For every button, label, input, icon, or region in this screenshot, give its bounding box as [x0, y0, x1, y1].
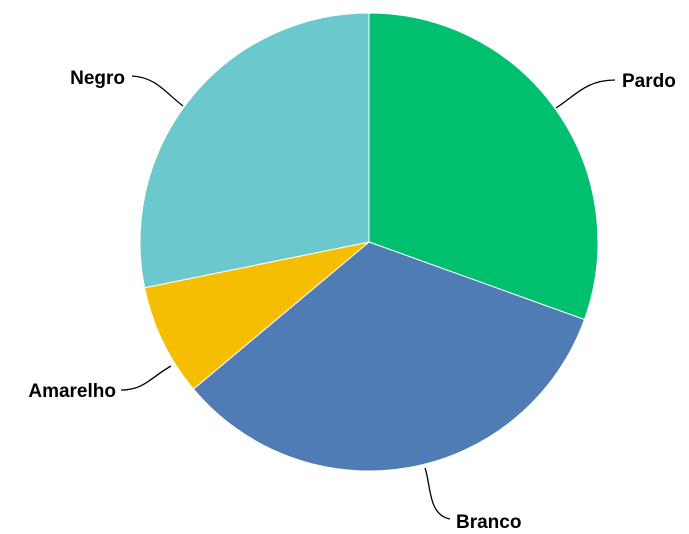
slice-labels: Pardo Branco Amarelho Negro	[28, 68, 676, 533]
slice-amarelho	[144, 241, 370, 390]
slice-label-pardo: Pardo	[622, 71, 676, 92]
slice-branco	[192, 241, 586, 472]
leader-line-pardo	[555, 79, 616, 109]
slice-negro	[139, 12, 370, 289]
leader-line-branco	[424, 467, 451, 520]
slice-label-amarelho: Amarelho	[28, 381, 116, 402]
leader-lines	[120, 75, 616, 520]
slice-label-branco: Branco	[456, 512, 521, 533]
leader-line-negro	[131, 75, 184, 107]
leader-line-amarelho	[120, 365, 172, 391]
pie-slices	[139, 12, 599, 472]
slice-label-negro: Negro	[70, 68, 125, 89]
slice-pardo	[368, 12, 599, 321]
